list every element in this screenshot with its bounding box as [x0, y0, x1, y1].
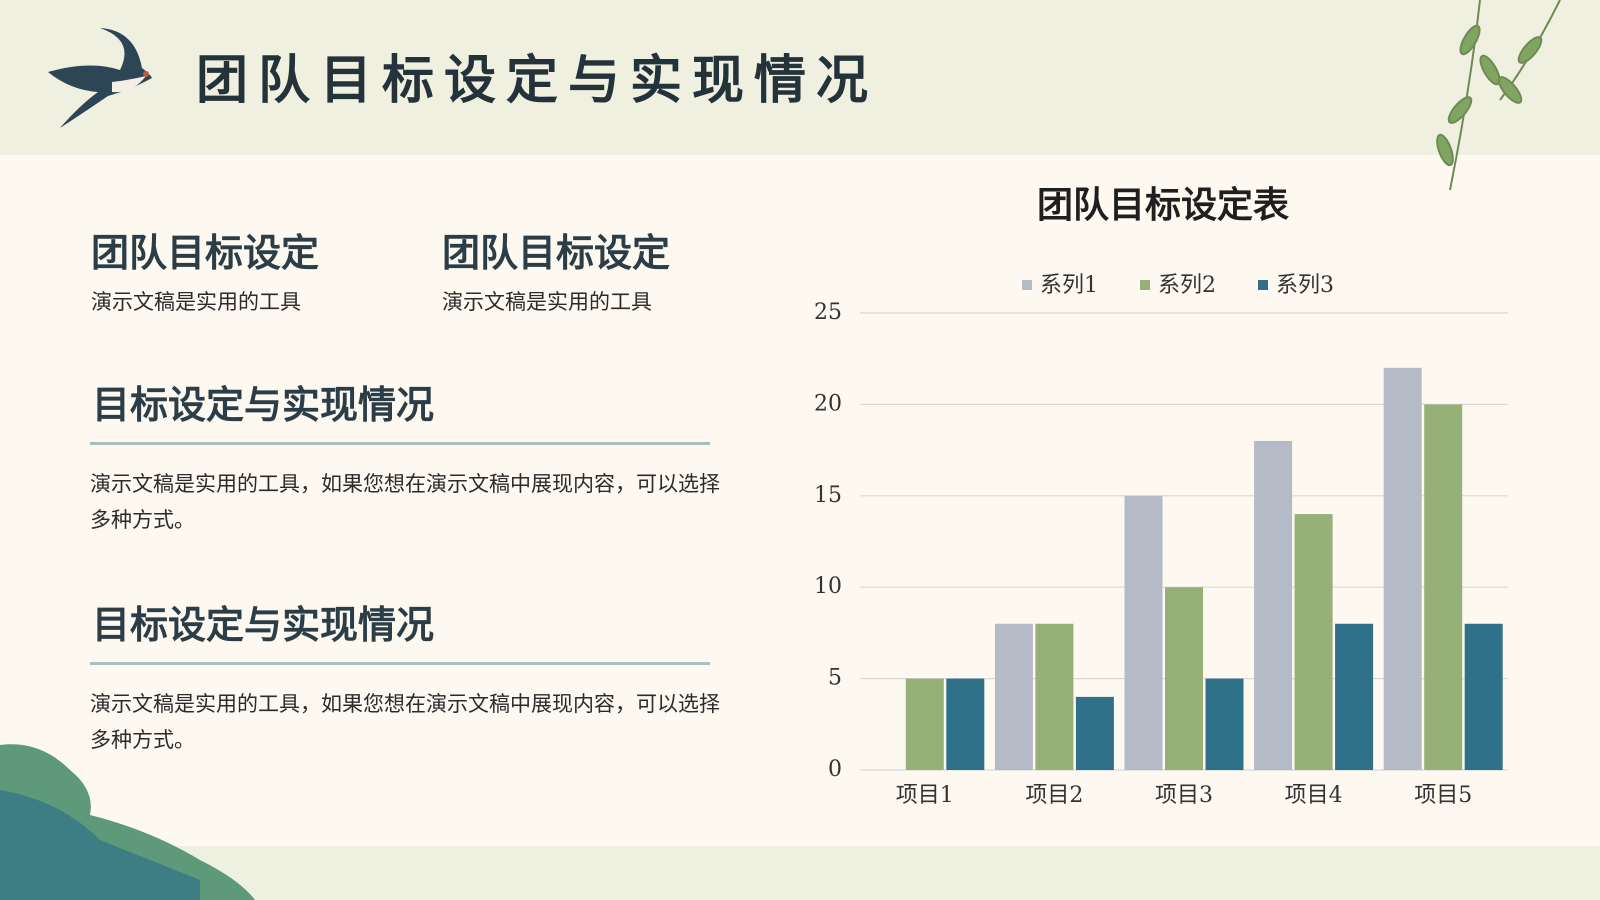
divider [90, 662, 710, 665]
bar [1124, 495, 1163, 770]
bar [1205, 678, 1244, 770]
legend-label: 系列2 [1158, 273, 1216, 298]
bar [1254, 440, 1293, 770]
y-tick-label: 10 [814, 574, 842, 599]
section-text: 演示文稿是实用的工具，如果您想在演示文稿中展现内容，可以选择多种方式。 [90, 472, 720, 532]
legend-label: 系列1 [1040, 273, 1098, 298]
mountain [0, 744, 255, 900]
header-band [0, 0, 1600, 155]
footer-band [0, 846, 1600, 900]
x-tick-label: 项目4 [1285, 783, 1343, 808]
legend-label: 系列3 [1276, 273, 1334, 298]
x-tick-label: 项目5 [1414, 783, 1472, 808]
y-tick-label: 15 [814, 483, 842, 508]
bar [1335, 623, 1374, 770]
bar [1383, 367, 1422, 770]
x-tick-label: 项目3 [1155, 783, 1213, 808]
bar [1165, 587, 1203, 770]
swallow [48, 28, 152, 128]
x-tick-label: 项目1 [896, 783, 954, 808]
section-title: 目标设定与实现情况 [92, 602, 435, 647]
block-title: 团队目标设定 [91, 230, 320, 275]
bar [994, 623, 1033, 770]
y-tick-label: 5 [828, 666, 842, 691]
bar [1464, 623, 1503, 770]
legend-swatch [1258, 280, 1268, 290]
bar [1294, 514, 1333, 770]
bar [1075, 696, 1114, 770]
section-title: 目标设定与实现情况 [92, 382, 435, 427]
chart-title: 团队目标设定表 [1037, 184, 1289, 226]
willow [1436, 0, 1561, 191]
section-text: 演示文稿是实用的工具，如果您想在演示文稿中展现内容，可以选择多种方式。 [90, 692, 720, 752]
block-title: 团队目标设定 [442, 230, 671, 275]
block-text: 演示文稿是实用的工具 [442, 290, 652, 314]
bar [1424, 404, 1463, 770]
x-tick-label: 项目2 [1025, 783, 1083, 808]
bar [946, 678, 985, 770]
y-tick-label: 25 [814, 300, 842, 325]
slide-title: 团队目标设定与实现情况 [196, 50, 879, 111]
bar [905, 678, 944, 770]
legend-swatch [1140, 280, 1150, 290]
bar [1035, 623, 1074, 770]
legend-swatch [1022, 280, 1032, 290]
block-text: 演示文稿是实用的工具 [91, 290, 301, 314]
y-tick-label: 0 [828, 757, 842, 782]
y-tick-label: 20 [814, 391, 842, 416]
divider [90, 442, 710, 445]
